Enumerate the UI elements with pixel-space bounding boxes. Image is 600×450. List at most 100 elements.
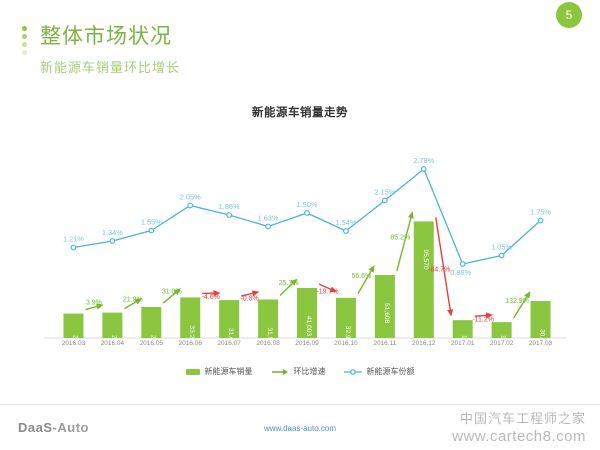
- bar: [180, 297, 201, 338]
- bar-value-label: 12,997: [500, 335, 507, 356]
- legend-item[interactable]: 环比增速: [271, 366, 326, 377]
- share-line-point: [381, 197, 388, 204]
- x-axis-tick-label: 2016.05: [139, 340, 164, 347]
- growth-arrow-group: -19.7%: [316, 283, 339, 295]
- share-value-label: 1.55%: [141, 218, 162, 227]
- growth-arrow-icon: [124, 298, 143, 310]
- watermark-english: www.cartech8.com: [452, 428, 586, 445]
- brand-logo: DaaS-Auto: [18, 420, 89, 435]
- growth-arrow-group: -84.7%: [428, 217, 454, 317]
- bar: [63, 313, 84, 338]
- growth-rate-label: 85.2%: [390, 235, 410, 242]
- share-value-label: 1.63%: [258, 214, 279, 223]
- x-axis-tick-label: 2017.03: [528, 340, 553, 347]
- legend-item[interactable]: 新能源车销量: [185, 366, 253, 377]
- x-axis-tick-label: 2016.07: [217, 340, 241, 347]
- growth-rate-label: -11.2%: [472, 317, 494, 324]
- bar: [258, 299, 279, 338]
- legend-label: 新能源车份额: [366, 367, 415, 376]
- bar-group: 33,253: [180, 297, 201, 346]
- bar-value-label: 51,608: [383, 303, 390, 324]
- bar-group: 31,095: [219, 300, 240, 349]
- bar-group: 32,961: [335, 297, 356, 346]
- share-value-label: 2.15%: [374, 188, 395, 197]
- growth-arrow-icon: [318, 283, 337, 293]
- chart-svg: 20,038 20,822 25,375 33,253 31,095 31,544 41,0…: [44, 156, 566, 356]
- growth-arrow-group: 56.6%: [351, 265, 375, 295]
- decorative-dots-icon: [22, 26, 30, 58]
- growth-arrow-group: -4.6%: [202, 290, 221, 301]
- legend-item[interactable]: 新能源车份额: [343, 366, 415, 377]
- page-number-badge: 5: [556, 2, 582, 28]
- chart-panel: 新能源车销量走势 20,038 20,822 25,375 33,253 31,095 3…: [16, 104, 584, 400]
- share-value-label: 1.21%: [63, 235, 84, 244]
- watermark-chinese: 中国汽车工程师之家: [459, 411, 586, 426]
- growth-rate-label: 56.6%: [351, 273, 371, 280]
- growth-rate-label: 31.0%: [162, 289, 182, 296]
- brand-logo-auto: -Auto: [52, 420, 89, 435]
- growth-rate-label: -0.8%: [240, 295, 258, 302]
- share-line-point: [304, 210, 310, 216]
- bar: [219, 300, 240, 338]
- bar-value-label: 33,253: [188, 325, 195, 346]
- bar: [491, 322, 512, 338]
- x-axis-tick-label: 2016.12: [412, 340, 436, 347]
- bar-value-label: 14,620: [461, 335, 468, 356]
- share-line-point: [265, 223, 271, 230]
- bar: [530, 301, 551, 338]
- bar-group: 12,997: [491, 322, 512, 356]
- growth-arrow-icon: [435, 217, 454, 317]
- bar-value-label: 41,003: [305, 316, 312, 337]
- x-axis-tick-label: 2017.02: [489, 340, 514, 347]
- watermark: 中国汽车工程师之家 www.cartech8.com: [452, 408, 586, 445]
- growth-arrow-group: -11.2%: [472, 312, 494, 324]
- growth-arrow-icon: [513, 291, 531, 319]
- chart-legend: 新能源车销量 环比增速 新能源车份额: [16, 366, 584, 377]
- share-line-point: [70, 244, 77, 251]
- growth-arrow-group: 132.9%: [505, 291, 531, 319]
- share-line: [73, 167, 541, 265]
- bar: [374, 275, 395, 338]
- legend-label: 环比增速: [293, 367, 326, 376]
- x-axis-tick-label: 2016.08: [256, 340, 280, 347]
- growth-arrow-group: 25.7%: [279, 278, 298, 297]
- footer-website-link[interactable]: www.daas-auto.com: [263, 424, 337, 433]
- growth-arrow-group: 85.2%: [390, 211, 414, 272]
- x-axis-tick-label: 2016.09: [295, 340, 319, 347]
- bar-group: 20,822: [102, 312, 123, 356]
- bar: [452, 320, 473, 338]
- growth-rate-label: -4.6%: [202, 294, 220, 301]
- bar: [413, 221, 434, 338]
- legend-arrow-icon: [271, 368, 288, 375]
- x-axis-labels: 2016.03 2016.04 2016.05 2016.06 2016.07 2016.…: [16, 340, 584, 356]
- share-value-label: 1.34%: [102, 228, 123, 237]
- growth-rate-label: -19.7%: [316, 288, 338, 295]
- share-value-label: 2.05%: [180, 193, 201, 202]
- growth-rate-label: 3.9%: [86, 300, 102, 307]
- bar-group: 41,003: [297, 287, 317, 338]
- bar-value-label: 31,544: [266, 328, 273, 349]
- page-title: 整体市场状况: [40, 25, 172, 48]
- growth-arrow-group: -0.8%: [240, 290, 260, 302]
- growth-arrow-group: 31.0%: [162, 288, 182, 304]
- bar: [297, 287, 317, 338]
- bar-value-label: 95,570: [422, 249, 429, 270]
- x-axis-tick-label: 2017.01: [450, 340, 475, 347]
- growth-arrow-icon: [474, 312, 493, 319]
- legend-bar-swatch-icon: [185, 368, 200, 375]
- bar-group: 95,570: [413, 221, 434, 338]
- legend-line-icon: [343, 368, 362, 375]
- legend-label: 新能源车销量: [204, 367, 253, 376]
- growth-rate-label: 132.9%: [505, 298, 529, 305]
- share-value-label: 1.75%: [530, 208, 551, 217]
- bar-group: 31,544: [258, 299, 279, 349]
- bar-value-label: 31,095: [227, 328, 234, 349]
- bar-value-label: 20,822: [110, 335, 117, 356]
- share-line-point: [343, 228, 349, 234]
- growth-arrow-icon: [85, 303, 104, 311]
- bar-value-label: 20,038: [71, 335, 78, 356]
- share-line-point: [498, 252, 505, 259]
- growth-arrow-icon: [279, 278, 298, 297]
- footer-divider: [0, 404, 600, 405]
- x-axis-tick-label: 2016.06: [178, 340, 202, 347]
